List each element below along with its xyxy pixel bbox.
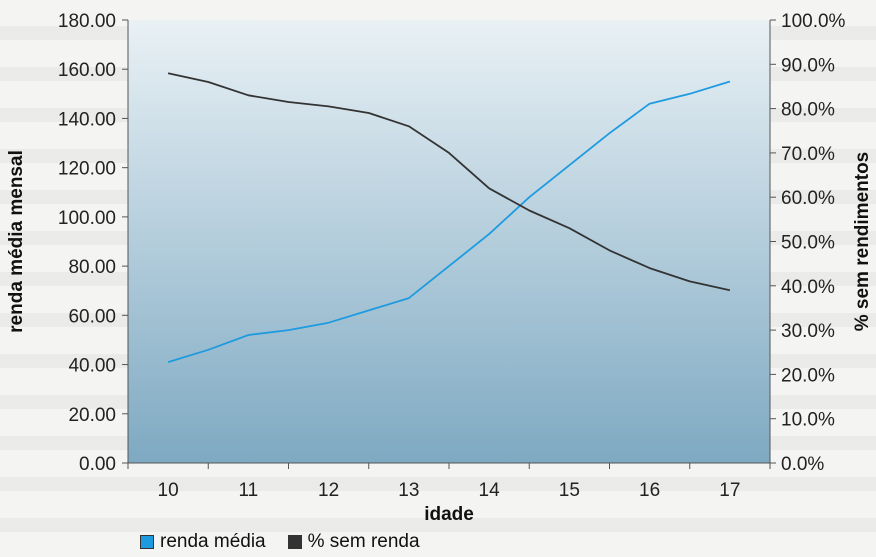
right-tick-label: 20.0%: [781, 365, 835, 386]
x-axis: 10 11 12 13 14 15 16 17: [127, 462, 771, 501]
right-tick-label: 80.0%: [781, 100, 835, 121]
left-tick-label: 0.00: [79, 454, 116, 475]
right-tick-label: 30.0%: [781, 321, 835, 342]
legend-item-renda-media: renda média: [140, 531, 266, 553]
left-y-axis-title: renda média mensal: [6, 150, 27, 333]
x-tick-label: 17: [719, 480, 740, 501]
right-tick-label: 100.0%: [781, 11, 846, 32]
legend-swatch-dark: [287, 535, 302, 549]
x-tick-label: 12: [318, 480, 339, 501]
right-tick-label: 10.0%: [781, 410, 835, 431]
right-tick-label: 90.0%: [781, 55, 835, 76]
x-tick-label: 13: [398, 480, 419, 501]
legend-label: renda média: [160, 531, 266, 552]
left-tick-label: 140.00: [58, 109, 116, 130]
right-tick-label: 0.0%: [781, 454, 824, 475]
x-tick-label: 10: [158, 480, 179, 501]
left-tick-label: 40.00: [68, 356, 116, 377]
series-line-0: [167, 80, 731, 363]
x-tick-label: 14: [479, 480, 501, 501]
left-tick-label: 180.00: [58, 11, 116, 32]
right-tick-label: 50.0%: [781, 233, 835, 254]
left-tick-label: 60.00: [68, 306, 116, 327]
right-y-axis: 0.0% 10.0% 20.0% 30.0% 40.0% 50.0% 60.0% 70.0% 8…: [769, 11, 846, 475]
legend: renda média % sem renda: [140, 531, 420, 553]
series-line-1: [167, 72, 731, 292]
x-axis-title: idade: [424, 504, 474, 525]
right-y-axis-title: % sem rendimentos: [852, 152, 873, 332]
legend-item-sem-renda: % sem renda: [287, 531, 420, 553]
left-y-axis: 0.00 20.00 40.00 60.00 80.00 100.00 120.00 140.…: [58, 11, 129, 475]
left-tick-label: 100.00: [58, 208, 116, 229]
series-layer: [167, 72, 731, 363]
left-tick-label: 160.00: [58, 60, 116, 81]
right-tick-label: 40.0%: [781, 277, 835, 298]
left-tick-label: 20.00: [68, 405, 116, 426]
right-tick-label: 70.0%: [781, 144, 835, 165]
plot-area: [128, 20, 770, 463]
left-tick-label: 120.00: [58, 159, 116, 180]
x-tick-label: 15: [559, 480, 580, 501]
x-tick-label: 16: [639, 480, 660, 501]
x-tick-label: 11: [239, 480, 259, 501]
right-tick-label: 60.0%: [781, 188, 835, 209]
legend-swatch-blue: [140, 535, 154, 549]
left-tick-label: 80.00: [68, 257, 116, 278]
legend-label: % sem renda: [307, 531, 420, 552]
